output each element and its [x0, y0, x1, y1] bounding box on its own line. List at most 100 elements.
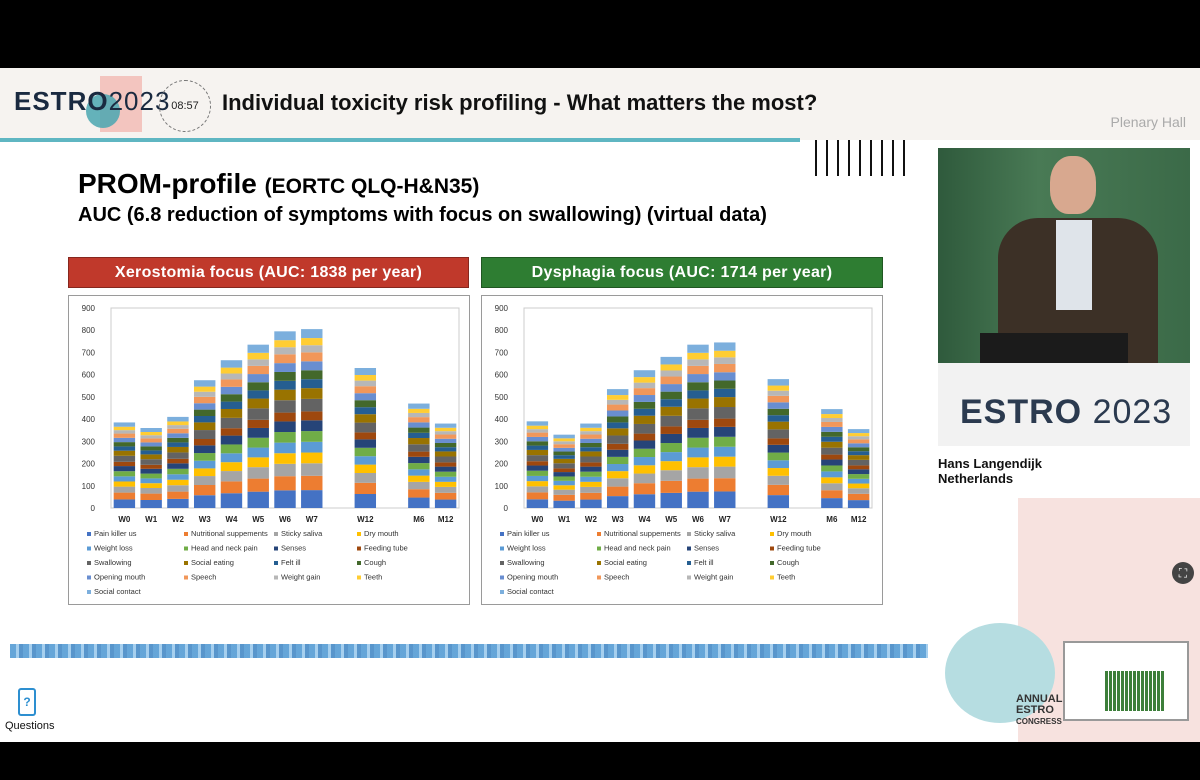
bar-segment: [167, 468, 189, 475]
bar-segment: [606, 416, 629, 423]
questions-button[interactable]: ? Questions: [5, 688, 55, 732]
bar-segment: [821, 421, 843, 427]
bar-segment: [714, 456, 736, 467]
bar-segment: [220, 360, 243, 368]
slide-title: PROM-profile (EORTC QLQ-H&N35): [78, 168, 479, 200]
chart-dysphagia: 0 100 200 300 400 500 600 700 800 900 W0 W1 W2 W3 W4 W5…: [481, 295, 883, 605]
bar-segment: [767, 438, 790, 445]
bar-segment: [580, 434, 602, 439]
bar-segment: [714, 397, 736, 408]
bar-segment: [526, 455, 549, 462]
bar-segment: [687, 491, 709, 508]
bar-segment: [220, 453, 243, 463]
bar-segment: [767, 421, 790, 430]
bar-segment: [140, 446, 162, 451]
bar-segment: [821, 441, 843, 448]
bar-segment: [220, 462, 243, 472]
bar-segment: [526, 425, 549, 430]
bar-segment: [606, 496, 629, 508]
bar-segment: [606, 478, 629, 487]
congress-line1: ANNUAL: [1016, 693, 1063, 705]
bar-segment: [660, 480, 682, 493]
bar-segment: [633, 457, 656, 466]
bar-segment: [526, 432, 549, 437]
bar-segment: [220, 435, 243, 445]
bar-segment: [354, 386, 377, 394]
bar-segment: [247, 447, 269, 458]
bar-segment: [434, 456, 457, 463]
bar-segment: [434, 423, 457, 428]
legend-swatch: [500, 532, 504, 536]
bar-segment: [821, 471, 843, 478]
bar-segment: [408, 456, 430, 464]
legend-swatch: [770, 575, 774, 580]
podium-monitor: [980, 333, 1128, 367]
header-divider: [0, 138, 800, 142]
legend-swatch: [87, 561, 91, 565]
y-tick-label: 100: [495, 482, 509, 491]
legend-swatch: [597, 575, 601, 580]
bar-segment: [193, 460, 216, 469]
bar-segment: [847, 451, 870, 456]
bar-segment: [247, 359, 269, 366]
legend-swatch: [500, 590, 504, 594]
bar-segment: [553, 444, 575, 448]
bar-segment: [660, 384, 682, 392]
legend-swatch: [770, 546, 774, 551]
chart-title-xerostomia: Xerostomia focus (AUC: 1838 per year): [68, 257, 469, 288]
bar-segment: [687, 344, 709, 353]
chart-title-dysphagia: Dysphagia focus (AUC: 1714 per year): [481, 257, 883, 288]
bar-segment: [526, 470, 549, 476]
bar-segment: [714, 372, 736, 381]
bar-segment: [660, 415, 682, 427]
bar-segment: [821, 483, 843, 491]
bar-segment: [767, 390, 790, 396]
bar-segment: [847, 493, 870, 501]
x-tick-label: W2: [585, 515, 598, 524]
bar-segment: [167, 446, 189, 453]
bar-segment: [526, 436, 549, 442]
bar-segment: [140, 493, 162, 500]
bar-segment: [633, 370, 656, 378]
bar-segment: [434, 486, 457, 493]
bar-segment: [821, 459, 843, 466]
bar-segment: [526, 449, 549, 456]
bar-segment: [140, 468, 162, 474]
bar-segment: [434, 499, 457, 508]
bar-segment: [274, 453, 296, 464]
legend-label: Social contact: [94, 587, 142, 596]
bar-segment: [821, 447, 843, 455]
bar-segment: [113, 461, 136, 467]
expand-icon[interactable]: ⛶: [1172, 562, 1194, 584]
bar-segment: [247, 390, 269, 399]
legend-swatch: [597, 561, 601, 565]
bar-segment: [167, 433, 189, 438]
bar-segment: [606, 422, 629, 429]
bar-segment: [660, 433, 682, 444]
x-tick-label: W1: [145, 515, 158, 524]
legend-swatch: [87, 546, 91, 551]
bar-segment: [354, 432, 377, 440]
bar-segment: [526, 421, 549, 426]
bar-segment: [354, 375, 377, 381]
bar-segment: [821, 490, 843, 499]
bar-segment: [220, 394, 243, 402]
next-slide-thumbnail[interactable]: [1063, 641, 1189, 721]
bar-segment: [580, 471, 602, 477]
bar-segment: [247, 457, 269, 468]
bar-segment: [553, 438, 575, 442]
bar-segment: [821, 409, 843, 415]
bar-segment: [220, 408, 243, 418]
bar-segment: [408, 417, 430, 423]
bar-segment: [434, 462, 457, 467]
thumbnail-preview: [1105, 671, 1165, 711]
bar-segment: [193, 416, 216, 423]
bar-segment: [140, 454, 162, 460]
bar-segment: [113, 442, 136, 447]
bar-segment: [301, 352, 323, 362]
bar-segment: [247, 478, 269, 492]
bar-segment: [821, 465, 843, 472]
bar-segment: [274, 371, 296, 381]
bar-segment: [301, 388, 323, 399]
bar-segment: [301, 420, 323, 432]
